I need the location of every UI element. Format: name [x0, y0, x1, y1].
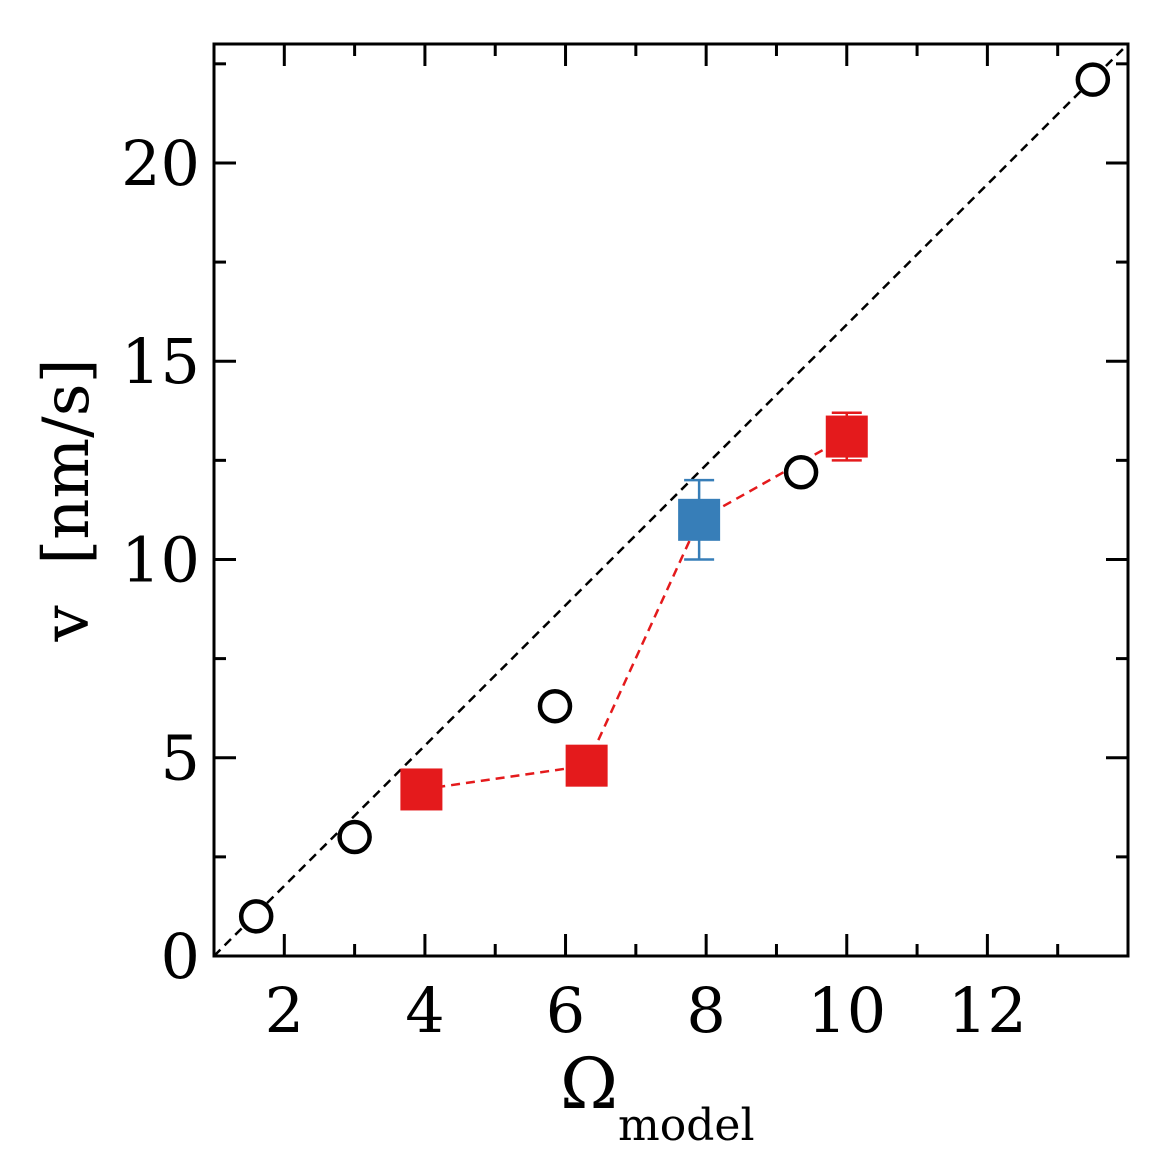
plot-frame [212, 42, 1130, 958]
axes: 2 4 6 8 10 12 0 5 10 15 20 [121, 42, 1130, 1047]
open-circle-point-2 [537, 688, 573, 724]
open-circle-point-4 [1075, 62, 1111, 97]
x-tick-label-3: 8 [686, 974, 725, 1047]
series-red-line [421, 435, 848, 791]
x-tick-label-0: 2 [265, 974, 304, 1047]
x-axis-label-main: Ω [560, 1043, 618, 1125]
x-axis-label: Ωmodel [560, 1043, 755, 1151]
y-tick-label-3: 15 [121, 325, 200, 398]
plot-area [214, 44, 1128, 956]
x-axis-label-subscript: model [618, 1100, 755, 1151]
red-square-point-0 [400, 768, 443, 811]
x-tick-label-5: 12 [948, 974, 1027, 1047]
x-tick-label-2: 6 [546, 974, 585, 1047]
y-tick-label-4: 20 [121, 127, 200, 200]
red-square-point-3 [825, 415, 868, 458]
y-axis-label: v [nm/s] [30, 358, 104, 642]
x-tick-label-1: 4 [405, 974, 444, 1047]
red-square-point-1 [565, 744, 608, 787]
y-tick-label-1: 5 [161, 722, 200, 795]
y-tick-label-0: 0 [161, 920, 200, 993]
series-black-trend-line [214, 44, 1128, 956]
open-circle-point-1 [337, 819, 372, 855]
open-circle-point-3 [783, 454, 819, 490]
y-tick-label-2: 10 [121, 523, 200, 596]
blue-square-point-0 [678, 498, 721, 541]
plot-content [214, 44, 1128, 956]
x-tick-label-4: 10 [807, 974, 886, 1047]
open-circle-point-0 [238, 899, 274, 934]
